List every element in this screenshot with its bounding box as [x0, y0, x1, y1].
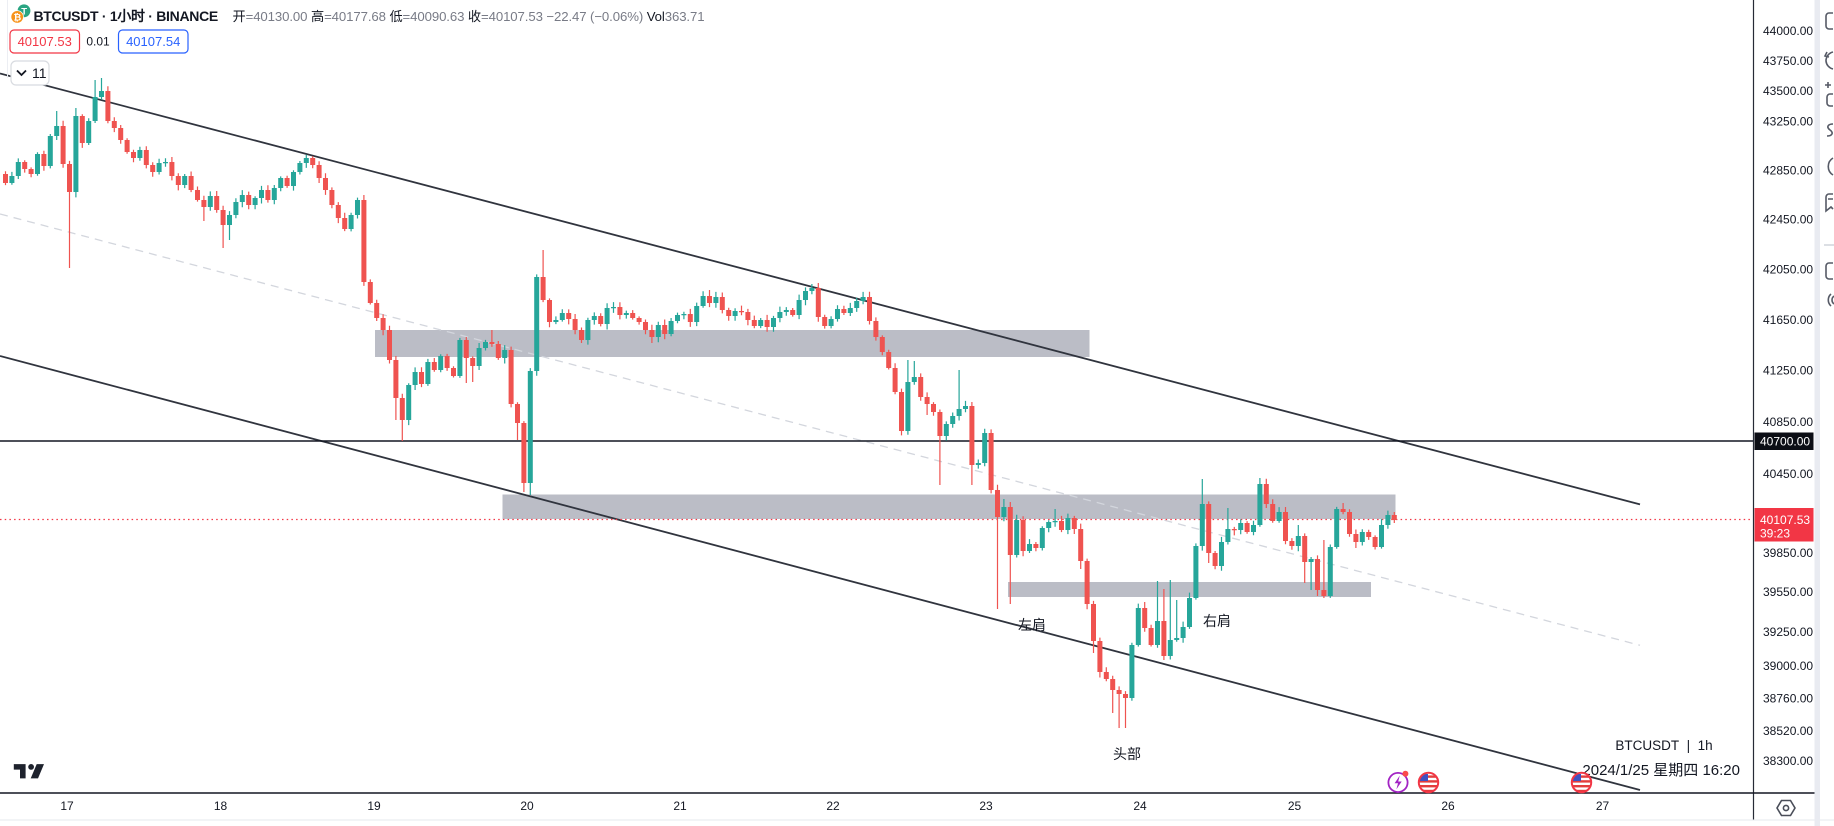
svg-text:BTCUSDT · 1小时 · BINANCE: BTCUSDT · 1小时 · BINANCE [34, 8, 218, 24]
svg-text:27: 27 [1596, 799, 1610, 813]
svg-text:头部: 头部 [1113, 746, 1141, 762]
svg-text:42050.00: 42050.00 [1763, 262, 1813, 276]
svg-text:43500.00: 43500.00 [1763, 84, 1813, 98]
svg-text:39000.00: 39000.00 [1763, 659, 1813, 673]
svg-text:39550.00: 39550.00 [1763, 585, 1813, 599]
svg-text:17: 17 [60, 799, 74, 813]
svg-text:11: 11 [32, 65, 47, 81]
svg-text:38760.00: 38760.00 [1763, 692, 1813, 706]
svg-text:40850.00: 40850.00 [1763, 415, 1813, 429]
svg-text:40700.00: 40700.00 [1760, 434, 1810, 448]
svg-text:BTCUSDT | 1h: BTCUSDT | 1h [1615, 738, 1712, 753]
svg-text:22: 22 [826, 799, 840, 813]
svg-text:21: 21 [673, 799, 687, 813]
svg-text:41650.00: 41650.00 [1763, 313, 1813, 327]
svg-text:23: 23 [979, 799, 993, 813]
svg-text:2024/1/25 星期四 16:20: 2024/1/25 星期四 16:20 [1582, 762, 1740, 779]
svg-text:38300.00: 38300.00 [1763, 754, 1813, 768]
svg-text:₿: ₿ [14, 13, 22, 24]
svg-text:0.01: 0.01 [86, 35, 110, 49]
svg-text:38520.00: 38520.00 [1763, 724, 1813, 738]
svg-text:41250.00: 41250.00 [1763, 364, 1813, 378]
svg-text:43250.00: 43250.00 [1763, 115, 1813, 129]
svg-text:24: 24 [1133, 799, 1147, 813]
svg-text:开=40130.00 高=40177.68 低=40090.: 开=40130.00 高=40177.68 低=40090.63 收=40107… [233, 8, 705, 24]
svg-text:右肩: 右肩 [1203, 613, 1231, 629]
svg-text:左肩: 左肩 [1018, 617, 1046, 633]
svg-text:40107.54: 40107.54 [126, 34, 180, 49]
svg-text:T: T [21, 6, 27, 17]
svg-text:25: 25 [1288, 799, 1302, 813]
svg-text:40107.53: 40107.53 [18, 34, 72, 49]
svg-text:42450.00: 42450.00 [1763, 213, 1813, 227]
svg-text:42850.00: 42850.00 [1763, 163, 1813, 177]
svg-text:39250.00: 39250.00 [1763, 625, 1813, 639]
svg-text:20: 20 [520, 799, 534, 813]
svg-text:40107.53: 40107.53 [1760, 513, 1810, 527]
svg-text:18: 18 [214, 799, 228, 813]
svg-text:39:23: 39:23 [1760, 527, 1790, 541]
svg-text:19: 19 [367, 799, 381, 813]
svg-text:40450.00: 40450.00 [1763, 467, 1813, 481]
svg-text:39850.00: 39850.00 [1763, 546, 1813, 560]
svg-text:26: 26 [1441, 799, 1455, 813]
svg-text:43750.00: 43750.00 [1763, 54, 1813, 68]
svg-text:44000.00: 44000.00 [1763, 24, 1813, 38]
